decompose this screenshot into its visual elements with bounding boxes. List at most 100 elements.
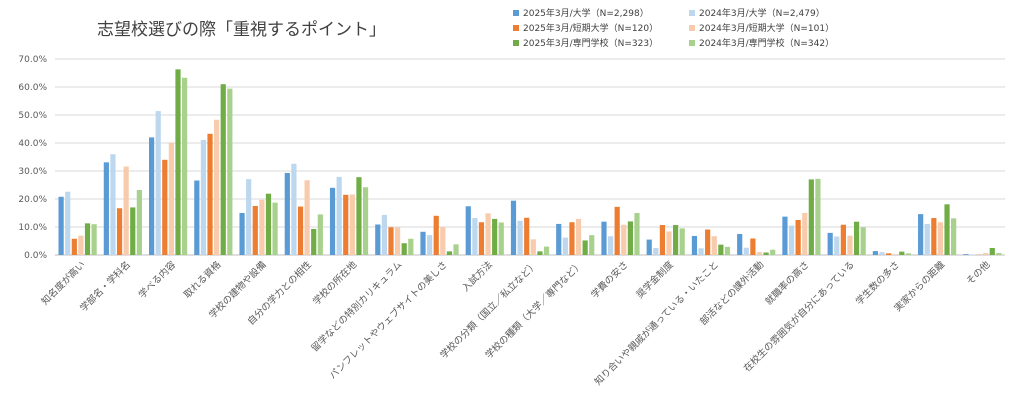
bar <box>691 235 698 255</box>
bar <box>905 253 911 255</box>
bar <box>537 251 543 255</box>
bar <box>440 227 446 255</box>
bar <box>834 236 840 255</box>
bar <box>227 88 233 256</box>
bar <box>860 227 866 255</box>
bar <box>478 222 485 255</box>
bar <box>394 227 401 255</box>
bar <box>207 133 213 255</box>
bar <box>698 248 704 255</box>
bar <box>808 179 814 255</box>
bar <box>65 191 71 255</box>
bar <box>149 137 155 255</box>
bar <box>679 228 685 255</box>
bar <box>524 217 530 255</box>
bar <box>58 196 64 255</box>
bar <box>214 119 220 255</box>
bar <box>311 228 317 255</box>
bar <box>782 216 788 255</box>
bar <box>272 202 278 255</box>
bar <box>989 248 995 255</box>
bar <box>465 206 471 255</box>
legend-entry: 2025年3月/専門学校（N=323） <box>523 37 658 49</box>
y-tick-label: 40.0% <box>18 139 47 149</box>
bar <box>847 235 853 255</box>
bar <box>162 159 168 255</box>
legend-swatch <box>513 40 519 46</box>
bar <box>194 180 200 255</box>
y-tick-label: 20.0% <box>18 195 47 205</box>
bar <box>711 236 717 255</box>
bar <box>575 218 582 255</box>
bar <box>607 236 614 255</box>
bar <box>724 246 731 255</box>
category-label: 学費の安さ <box>589 259 631 301</box>
bar <box>220 84 226 255</box>
bar <box>123 166 129 255</box>
bar <box>653 248 659 255</box>
bar <box>155 111 161 255</box>
bar <box>582 240 588 255</box>
bar <box>362 187 369 255</box>
bar <box>872 251 878 255</box>
bar <box>239 213 245 255</box>
bar <box>297 206 304 255</box>
bars <box>58 69 1002 256</box>
category-label: 学校の所在地 <box>310 258 359 307</box>
y-tick-label: 0.0% <box>24 251 47 261</box>
bar <box>498 222 504 255</box>
category-label: 留学などの特別カリキュラム <box>309 259 405 355</box>
bar <box>517 220 523 255</box>
bar <box>589 235 595 255</box>
bar <box>530 239 536 255</box>
bar <box>601 221 607 255</box>
bar <box>317 214 323 255</box>
legend-entry: 2024年3月/大学（N=2,479） <box>699 7 825 19</box>
bar <box>886 253 892 255</box>
bar <box>627 221 633 255</box>
bar <box>259 199 265 255</box>
bar <box>427 235 433 255</box>
category-label: 学べる内容 <box>136 258 178 300</box>
bar <box>879 252 885 255</box>
bar <box>951 218 957 255</box>
bar <box>802 213 808 255</box>
bar <box>71 238 77 255</box>
bar <box>420 231 426 255</box>
bar <box>485 213 491 255</box>
legend: 2025年3月/大学（N=2,298） 2024年3月/大学（N=2,479） 20… <box>513 7 834 49</box>
bar <box>136 190 142 255</box>
bar <box>763 252 769 255</box>
bar <box>718 244 724 255</box>
bar <box>918 214 924 255</box>
bar <box>110 154 116 255</box>
bar <box>453 244 459 255</box>
bar <box>659 225 666 255</box>
bar <box>795 220 801 255</box>
bar <box>381 214 387 255</box>
y-tick-label: 30.0% <box>18 167 47 177</box>
bar <box>931 218 937 255</box>
bar <box>103 162 109 255</box>
bar <box>815 178 821 255</box>
bar <box>510 200 517 255</box>
bar <box>91 224 97 255</box>
y-tick-label: 70.0% <box>18 55 47 65</box>
bar <box>621 224 627 255</box>
bar <box>827 232 833 255</box>
bar <box>666 231 672 255</box>
bar <box>265 193 272 255</box>
bar <box>673 225 679 255</box>
bar <box>743 247 749 255</box>
chart-title: 志望校選びの際「重視するポイント」 <box>97 20 386 40</box>
bar <box>252 206 258 255</box>
bar <box>343 194 349 255</box>
bar <box>336 176 342 255</box>
legend-entry: 2025年3月/大学（N=2,298） <box>523 7 649 19</box>
bar <box>329 187 336 255</box>
gridlines <box>55 58 1005 256</box>
bar <box>304 180 310 255</box>
bar <box>969 254 976 255</box>
bar <box>175 69 181 255</box>
